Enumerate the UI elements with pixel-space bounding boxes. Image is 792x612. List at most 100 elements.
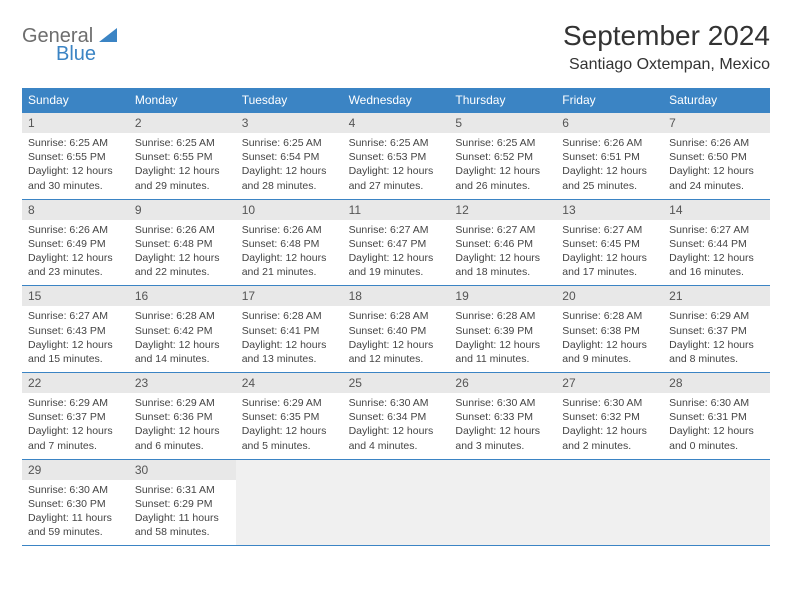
day-number: 28 (663, 373, 770, 393)
logo-triangle-icon (99, 28, 117, 42)
daylight-text: Daylight: 12 hours and 5 minutes. (242, 424, 337, 452)
title-block: September 2024 Santiago Oxtempan, Mexico (563, 20, 770, 74)
sunset-text: Sunset: 6:40 PM (349, 324, 444, 338)
day-body: Sunrise: 6:26 AMSunset: 6:48 PMDaylight:… (236, 220, 343, 286)
day-cell: 30Sunrise: 6:31 AMSunset: 6:29 PMDayligh… (129, 459, 236, 546)
sunrise-text: Sunrise: 6:27 AM (28, 309, 123, 323)
day-body: Sunrise: 6:26 AMSunset: 6:49 PMDaylight:… (22, 220, 129, 286)
day-header-2: Tuesday (236, 88, 343, 112)
empty-cell (556, 459, 663, 546)
sunset-text: Sunset: 6:53 PM (349, 150, 444, 164)
sunset-text: Sunset: 6:49 PM (28, 237, 123, 251)
day-body: Sunrise: 6:25 AMSunset: 6:54 PMDaylight:… (236, 133, 343, 199)
daylight-text: Daylight: 12 hours and 19 minutes. (349, 251, 444, 279)
day-cell: 7Sunrise: 6:26 AMSunset: 6:50 PMDaylight… (663, 112, 770, 199)
day-cell: 21Sunrise: 6:29 AMSunset: 6:37 PMDayligh… (663, 285, 770, 372)
sunrise-text: Sunrise: 6:26 AM (669, 136, 764, 150)
sunset-text: Sunset: 6:52 PM (455, 150, 550, 164)
sunset-text: Sunset: 6:37 PM (669, 324, 764, 338)
day-number: 10 (236, 200, 343, 220)
daylight-text: Daylight: 12 hours and 21 minutes. (242, 251, 337, 279)
day-cell: 8Sunrise: 6:26 AMSunset: 6:49 PMDaylight… (22, 199, 129, 286)
sunrise-text: Sunrise: 6:27 AM (349, 223, 444, 237)
sunset-text: Sunset: 6:44 PM (669, 237, 764, 251)
day-body: Sunrise: 6:27 AMSunset: 6:44 PMDaylight:… (663, 220, 770, 286)
sunset-text: Sunset: 6:55 PM (135, 150, 230, 164)
daylight-text: Daylight: 12 hours and 0 minutes. (669, 424, 764, 452)
sunrise-text: Sunrise: 6:28 AM (562, 309, 657, 323)
day-number: 15 (22, 286, 129, 306)
daylight-text: Daylight: 12 hours and 2 minutes. (562, 424, 657, 452)
daylight-text: Daylight: 12 hours and 25 minutes. (562, 164, 657, 192)
empty-cell (663, 459, 770, 546)
day-cell: 9Sunrise: 6:26 AMSunset: 6:48 PMDaylight… (129, 199, 236, 286)
daylight-text: Daylight: 12 hours and 15 minutes. (28, 338, 123, 366)
day-number: 16 (129, 286, 236, 306)
daylight-text: Daylight: 12 hours and 29 minutes. (135, 164, 230, 192)
daylight-text: Daylight: 12 hours and 4 minutes. (349, 424, 444, 452)
day-number: 25 (343, 373, 450, 393)
sunset-text: Sunset: 6:35 PM (242, 410, 337, 424)
day-header-1: Monday (129, 88, 236, 112)
sunrise-text: Sunrise: 6:25 AM (455, 136, 550, 150)
day-cell: 17Sunrise: 6:28 AMSunset: 6:41 PMDayligh… (236, 285, 343, 372)
day-number: 9 (129, 200, 236, 220)
sunrise-text: Sunrise: 6:25 AM (135, 136, 230, 150)
day-cell: 24Sunrise: 6:29 AMSunset: 6:35 PMDayligh… (236, 372, 343, 459)
sunrise-text: Sunrise: 6:26 AM (562, 136, 657, 150)
day-cell: 13Sunrise: 6:27 AMSunset: 6:45 PMDayligh… (556, 199, 663, 286)
sunrise-text: Sunrise: 6:27 AM (669, 223, 764, 237)
day-number: 18 (343, 286, 450, 306)
logo-text: General Blue (22, 26, 117, 64)
day-body: Sunrise: 6:30 AMSunset: 6:33 PMDaylight:… (449, 393, 556, 459)
day-cell: 14Sunrise: 6:27 AMSunset: 6:44 PMDayligh… (663, 199, 770, 286)
day-body: Sunrise: 6:26 AMSunset: 6:51 PMDaylight:… (556, 133, 663, 199)
day-body: Sunrise: 6:25 AMSunset: 6:53 PMDaylight:… (343, 133, 450, 199)
logo-text-2: Blue (56, 44, 117, 64)
day-number: 17 (236, 286, 343, 306)
sunset-text: Sunset: 6:32 PM (562, 410, 657, 424)
day-number: 8 (22, 200, 129, 220)
sunrise-text: Sunrise: 6:29 AM (28, 396, 123, 410)
sunrise-text: Sunrise: 6:29 AM (242, 396, 337, 410)
sunrise-text: Sunrise: 6:31 AM (135, 483, 230, 497)
header: General Blue September 2024 Santiago Oxt… (22, 20, 770, 74)
day-body: Sunrise: 6:29 AMSunset: 6:36 PMDaylight:… (129, 393, 236, 459)
day-number: 24 (236, 373, 343, 393)
day-number: 4 (343, 113, 450, 133)
day-number: 1 (22, 113, 129, 133)
daylight-text: Daylight: 12 hours and 8 minutes. (669, 338, 764, 366)
daylight-text: Daylight: 12 hours and 9 minutes. (562, 338, 657, 366)
day-cell: 11Sunrise: 6:27 AMSunset: 6:47 PMDayligh… (343, 199, 450, 286)
day-cell: 28Sunrise: 6:30 AMSunset: 6:31 PMDayligh… (663, 372, 770, 459)
sunset-text: Sunset: 6:30 PM (28, 497, 123, 511)
day-number: 29 (22, 460, 129, 480)
day-body: Sunrise: 6:27 AMSunset: 6:45 PMDaylight:… (556, 220, 663, 286)
day-body: Sunrise: 6:26 AMSunset: 6:50 PMDaylight:… (663, 133, 770, 199)
day-cell: 5Sunrise: 6:25 AMSunset: 6:52 PMDaylight… (449, 112, 556, 199)
day-body: Sunrise: 6:25 AMSunset: 6:55 PMDaylight:… (129, 133, 236, 199)
sunset-text: Sunset: 6:37 PM (28, 410, 123, 424)
sunrise-text: Sunrise: 6:25 AM (242, 136, 337, 150)
empty-cell (343, 459, 450, 546)
day-header-0: Sunday (22, 88, 129, 112)
day-body: Sunrise: 6:30 AMSunset: 6:32 PMDaylight:… (556, 393, 663, 459)
sunrise-text: Sunrise: 6:28 AM (455, 309, 550, 323)
day-body: Sunrise: 6:28 AMSunset: 6:40 PMDaylight:… (343, 306, 450, 372)
day-cell: 18Sunrise: 6:28 AMSunset: 6:40 PMDayligh… (343, 285, 450, 372)
sunset-text: Sunset: 6:46 PM (455, 237, 550, 251)
day-number: 21 (663, 286, 770, 306)
daylight-text: Daylight: 12 hours and 17 minutes. (562, 251, 657, 279)
daylight-text: Daylight: 12 hours and 23 minutes. (28, 251, 123, 279)
sunrise-text: Sunrise: 6:26 AM (28, 223, 123, 237)
day-body: Sunrise: 6:29 AMSunset: 6:37 PMDaylight:… (22, 393, 129, 459)
day-body: Sunrise: 6:29 AMSunset: 6:35 PMDaylight:… (236, 393, 343, 459)
day-cell: 23Sunrise: 6:29 AMSunset: 6:36 PMDayligh… (129, 372, 236, 459)
day-body: Sunrise: 6:28 AMSunset: 6:38 PMDaylight:… (556, 306, 663, 372)
sunrise-text: Sunrise: 6:30 AM (455, 396, 550, 410)
day-cell: 16Sunrise: 6:28 AMSunset: 6:42 PMDayligh… (129, 285, 236, 372)
sunset-text: Sunset: 6:34 PM (349, 410, 444, 424)
day-number: 23 (129, 373, 236, 393)
daylight-text: Daylight: 12 hours and 16 minutes. (669, 251, 764, 279)
day-number: 19 (449, 286, 556, 306)
